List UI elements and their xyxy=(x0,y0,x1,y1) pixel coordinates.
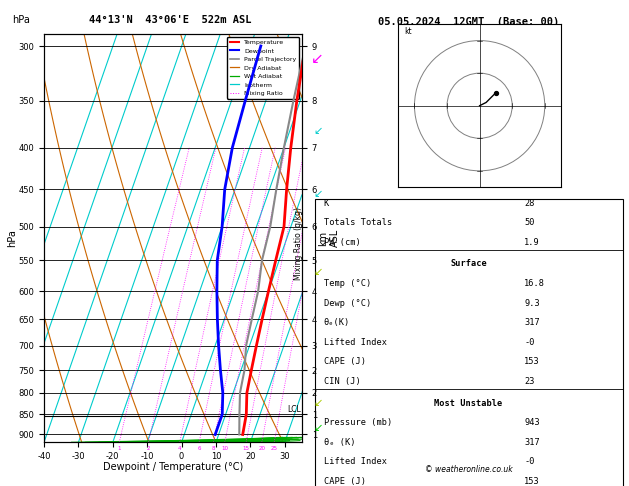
Text: 1: 1 xyxy=(118,446,121,451)
Text: 4: 4 xyxy=(178,446,182,451)
Text: Mixing Ratio (g/kg): Mixing Ratio (g/kg) xyxy=(294,207,303,279)
Legend: Temperature, Dewpoint, Parcel Trajectory, Dry Adiabat, Wet Adiabat, Isotherm, Mi: Temperature, Dewpoint, Parcel Trajectory… xyxy=(227,37,299,99)
Text: Most Unstable: Most Unstable xyxy=(435,399,503,408)
Text: Pressure (mb): Pressure (mb) xyxy=(324,418,392,427)
Text: ↙: ↙ xyxy=(311,51,324,66)
Text: ↙: ↙ xyxy=(313,399,322,408)
Bar xyxy=(314,199,623,486)
Text: 153: 153 xyxy=(524,477,540,486)
Text: 28: 28 xyxy=(524,199,535,208)
Text: θₑ (K): θₑ (K) xyxy=(324,438,355,447)
Text: -0: -0 xyxy=(524,457,535,467)
Text: ↙: ↙ xyxy=(313,267,322,277)
Text: Lifted Index: Lifted Index xyxy=(324,338,387,347)
Text: CAPE (J): CAPE (J) xyxy=(324,477,365,486)
Text: 16.8: 16.8 xyxy=(524,279,545,288)
Text: LCL: LCL xyxy=(287,405,301,414)
Text: PW (cm): PW (cm) xyxy=(324,238,360,247)
Text: hPa: hPa xyxy=(13,15,30,25)
Text: © weatheronline.co.uk: © weatheronline.co.uk xyxy=(425,465,513,474)
Text: 44°13'N  43°06'E  522m ASL: 44°13'N 43°06'E 522m ASL xyxy=(89,15,251,25)
Text: 50: 50 xyxy=(524,218,535,227)
X-axis label: Dewpoint / Temperature (°C): Dewpoint / Temperature (°C) xyxy=(103,462,243,472)
Text: 10: 10 xyxy=(221,446,228,451)
Text: Surface: Surface xyxy=(450,260,487,268)
Text: Dewp (°C): Dewp (°C) xyxy=(324,298,371,308)
Text: 9.3: 9.3 xyxy=(524,298,540,308)
Text: K: K xyxy=(324,199,329,208)
Text: kt: kt xyxy=(404,27,413,36)
Text: ↙: ↙ xyxy=(313,423,322,433)
Text: 25: 25 xyxy=(270,446,278,451)
Text: -0: -0 xyxy=(524,338,535,347)
Text: CAPE (J): CAPE (J) xyxy=(324,357,365,366)
Text: 1.9: 1.9 xyxy=(524,238,540,247)
Point xyxy=(491,89,501,97)
Y-axis label: km
ASL: km ASL xyxy=(318,229,340,247)
Text: 6: 6 xyxy=(198,446,201,451)
Text: 05.05.2024  12GMT  (Base: 00): 05.05.2024 12GMT (Base: 00) xyxy=(378,17,559,27)
Text: 153: 153 xyxy=(524,357,540,366)
Text: 23: 23 xyxy=(524,377,535,386)
Text: Temp (°C): Temp (°C) xyxy=(324,279,371,288)
Text: 20: 20 xyxy=(259,446,265,451)
Text: Totals Totals: Totals Totals xyxy=(324,218,392,227)
Text: ↙: ↙ xyxy=(313,190,322,199)
Text: 317: 317 xyxy=(524,318,540,327)
Text: θₑ(K): θₑ(K) xyxy=(324,318,350,327)
Y-axis label: hPa: hPa xyxy=(7,229,17,247)
Text: CIN (J): CIN (J) xyxy=(324,377,360,386)
Text: 8: 8 xyxy=(212,446,215,451)
Text: 15: 15 xyxy=(243,446,250,451)
Text: 943: 943 xyxy=(524,418,540,427)
Text: Lifted Index: Lifted Index xyxy=(324,457,387,467)
Text: ↙: ↙ xyxy=(313,126,322,136)
Text: 317: 317 xyxy=(524,438,540,447)
Text: 2: 2 xyxy=(147,446,150,451)
